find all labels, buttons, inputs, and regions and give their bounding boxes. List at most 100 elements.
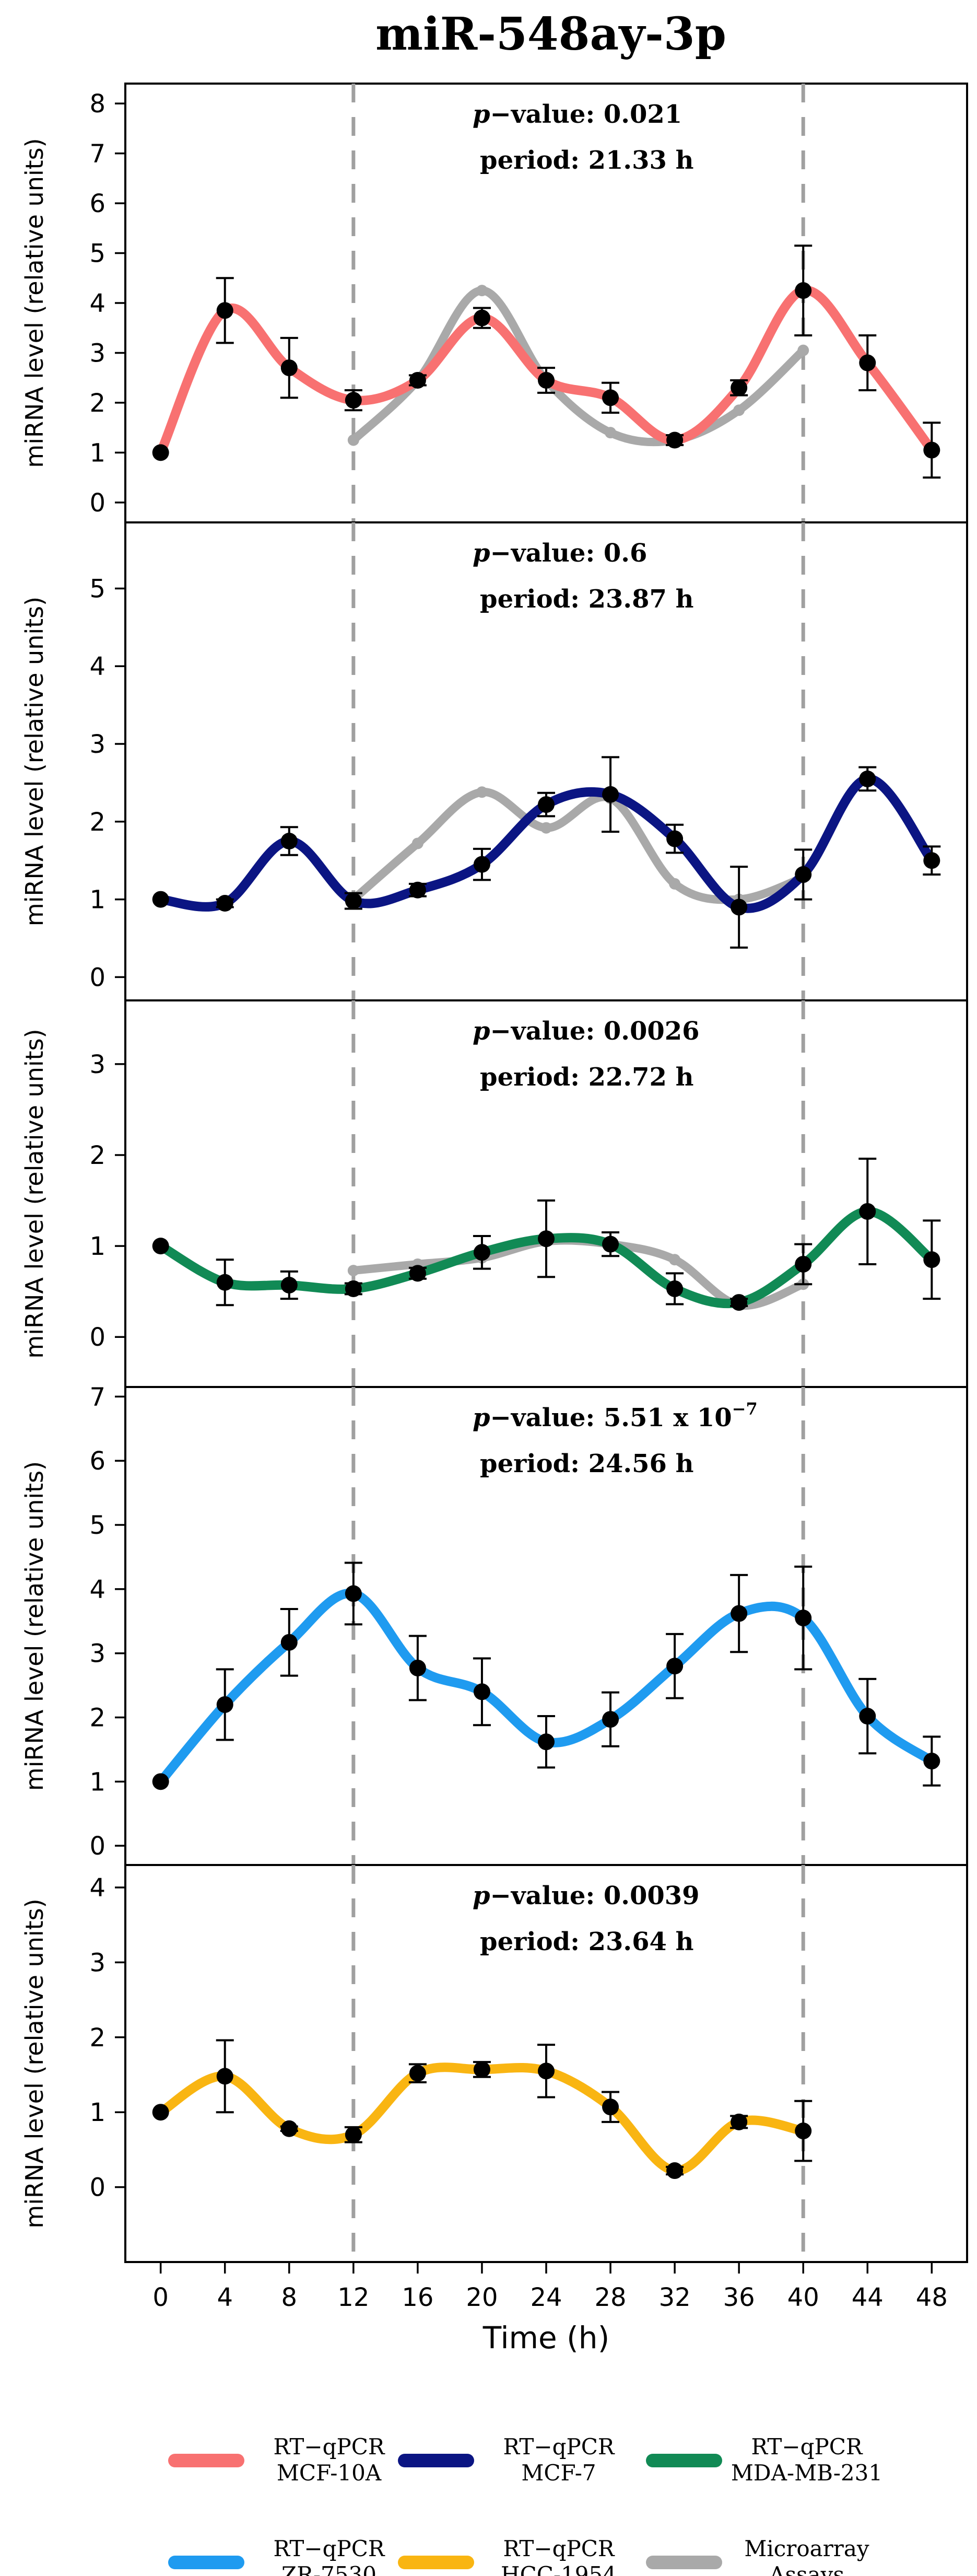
x-tick-label: 28 [595, 2283, 627, 2312]
legend-label-line1: RT−qPCR [274, 2536, 385, 2561]
pvalue-italic-p: p [473, 539, 490, 568]
y-tick-label: 2 [89, 2023, 105, 2053]
data-point [731, 1605, 748, 1622]
data-point [923, 441, 940, 459]
microarray-point [733, 404, 745, 416]
x-tick-label: 12 [337, 2283, 369, 2312]
y-tick-label: 1 [89, 885, 105, 915]
x-tick-label: 16 [402, 2283, 433, 2312]
period-annotation: period: 23.64 h [480, 1927, 694, 1956]
y-tick-label: 3 [89, 730, 105, 759]
data-point [538, 2062, 555, 2080]
data-point [152, 891, 169, 908]
microarray-point [476, 786, 488, 798]
data-point [473, 2061, 490, 2078]
pvalue-italic-p: p [473, 1403, 490, 1432]
pvalue-exponent: −7 [732, 1399, 758, 1419]
microarray-point [347, 434, 359, 446]
data-point [731, 1294, 748, 1311]
data-point [280, 833, 298, 849]
y-tick-label: 2 [89, 808, 105, 837]
pvalue-italic-p: p [473, 100, 490, 129]
pvalue-italic-p: p [473, 1017, 490, 1046]
pvalue-annotation: p−value: 5.51 x 10−7 [473, 1399, 758, 1432]
pvalue-text: −value: 0.021 [490, 100, 682, 129]
data-point [731, 379, 748, 397]
data-point [216, 302, 233, 319]
data-point [409, 2065, 426, 2082]
y-tick-label: 0 [89, 1323, 105, 1352]
y-tick-label: 7 [89, 139, 105, 169]
pvalue-text: −value: 0.0039 [490, 1881, 700, 1910]
data-point [666, 2162, 684, 2179]
microarray-point [476, 285, 488, 297]
data-point [602, 786, 619, 803]
y-tick-label: 5 [89, 239, 105, 269]
pvalue-text: −value: 5.51 x 10 [490, 1403, 732, 1432]
data-point [859, 1203, 876, 1220]
data-point [152, 2104, 169, 2121]
data-point [152, 444, 169, 461]
data-point [538, 371, 555, 389]
y-tick-label: 0 [89, 488, 105, 518]
data-point [602, 1235, 619, 1253]
y-tick-label: 0 [89, 963, 105, 992]
data-point [409, 1265, 426, 1282]
data-point [923, 852, 940, 869]
data-point [923, 1753, 940, 1770]
y-tick-label: 0 [89, 2173, 105, 2202]
data-point [666, 1280, 684, 1297]
legend-label-line2: MDA-MB-231 [731, 2460, 882, 2486]
microarray-point [669, 878, 681, 890]
panel-4: 0 1 2 3 4 5 6 7 miRNA level (relative units) p−va… [20, 1382, 968, 1866]
legend-label-line2: HCC-1954 [501, 2562, 617, 2576]
data-point [859, 354, 876, 371]
pvalue-annotation: p−value: 0.021 [473, 100, 682, 129]
data-point [473, 856, 490, 873]
data-point [602, 1711, 619, 1728]
data-point [795, 1255, 812, 1273]
y-tick-label: 4 [89, 1873, 105, 1903]
legend-label-line2: MCF-7 [521, 2460, 596, 2486]
legend-label-line1: RT−qPCR [751, 2434, 863, 2460]
data-point [795, 1610, 812, 1627]
microarray-point [347, 1265, 359, 1277]
data-point [152, 1773, 169, 1790]
pvalue-italic-p: p [473, 1881, 490, 1910]
data-point [538, 796, 555, 813]
y-tick-label: 7 [89, 1382, 105, 1412]
data-point [666, 830, 684, 847]
pvalue-annotation: p−value: 0.0026 [473, 1017, 700, 1046]
panel-2: 0 1 2 3 4 5 miRNA level (relative units) p−valu… [20, 521, 968, 1001]
y-tick-label: 3 [89, 1639, 105, 1669]
y-tick-label: 2 [89, 1141, 105, 1170]
data-point [795, 2123, 812, 2140]
data-point [666, 432, 684, 449]
data-point [280, 359, 298, 377]
y-tick-label: 1 [89, 1767, 105, 1797]
data-point [409, 881, 426, 899]
data-point [280, 2120, 298, 2137]
y-axis-label: miRNA level (relative units) [20, 138, 49, 468]
period-annotation: period: 23.87 h [480, 585, 694, 614]
data-point [216, 1696, 233, 1713]
y-tick-label: 8 [89, 89, 105, 119]
microarray-point [669, 1254, 681, 1266]
data-point [731, 899, 748, 916]
data-point [216, 1274, 233, 1291]
y-tick-label: 2 [89, 389, 105, 418]
y-axis-label: miRNA level (relative units) [20, 597, 49, 926]
data-point [795, 282, 812, 299]
x-tick-label: 20 [466, 2283, 498, 2312]
legend-label-line2: Assays [769, 2562, 844, 2576]
legend-label-line1: Microarray [744, 2536, 869, 2561]
period-annotation: period: 22.72 h [480, 1063, 694, 1092]
series-line-hcc1954 [156, 2062, 808, 2176]
microarray-point [797, 344, 809, 356]
